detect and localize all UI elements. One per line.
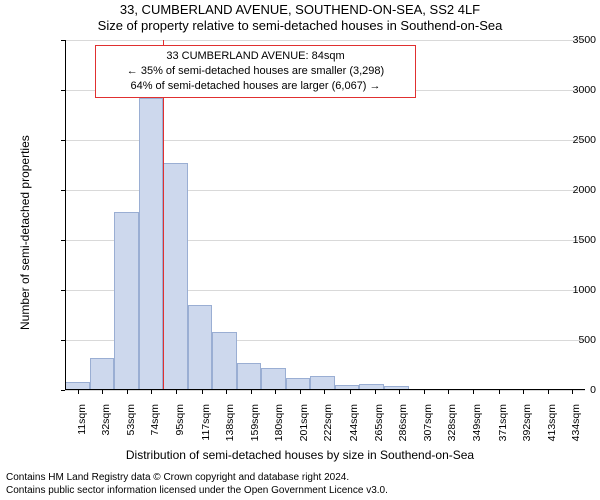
annotation-box: 33 CUMBERLAND AVENUE: 84sqm ← 35% of sem… [95,45,416,98]
x-tick-label: 413sqm [546,404,558,441]
x-tick-label: 244sqm [348,404,360,441]
x-tick-mark [151,390,152,394]
x-tick-mark [275,390,276,394]
title-block: 33, CUMBERLAND AVENUE, SOUTHEND-ON-SEA, … [0,2,600,33]
x-tick-label: 180sqm [273,404,285,441]
x-tick-mark [499,390,500,394]
y-tick-label: 2000 [537,184,596,196]
y-tick-label: 3500 [537,34,596,46]
x-axis-label: Distribution of semi-detached houses by … [0,448,600,462]
x-tick-label: 74sqm [149,404,161,436]
y-tick-label: 0 [537,384,596,396]
y-tick-mark [61,240,65,241]
x-tick-mark [226,390,227,394]
footer-line-1: Contains HM Land Registry data © Crown c… [6,471,388,484]
x-tick-label: 307sqm [422,404,434,441]
x-tick-label: 201sqm [298,404,310,441]
y-tick-mark [61,140,65,141]
y-tick-mark [61,90,65,91]
footer-text: Contains HM Land Registry data © Crown c… [6,471,388,497]
footer-line-2: Contains public sector information licen… [6,484,388,497]
histogram-bar [237,363,262,390]
y-tick-label: 2500 [537,134,596,146]
x-tick-mark [300,390,301,394]
x-tick-label: 286sqm [397,404,409,441]
x-tick-label: 434sqm [570,404,582,441]
histogram-bar [163,163,188,390]
x-tick-label: 117sqm [200,404,212,441]
y-tick-mark [61,290,65,291]
x-tick-label: 138sqm [224,404,236,441]
x-tick-mark [350,390,351,394]
x-tick-label: 349sqm [471,404,483,441]
annotation-line-3: 64% of semi-detached houses are larger (… [103,79,408,94]
x-tick-label: 95sqm [174,404,186,436]
figure: 33, CUMBERLAND AVENUE, SOUTHEND-ON-SEA, … [0,0,600,500]
x-tick-label: 371sqm [497,404,509,441]
y-tick-label: 1000 [537,284,596,296]
x-tick-label: 11sqm [76,404,88,435]
x-tick-mark [78,390,79,394]
x-tick-mark [473,390,474,394]
histogram-bar [114,212,139,390]
x-tick-label: 32sqm [100,404,112,436]
x-tick-mark [548,390,549,394]
x-tick-label: 159sqm [249,404,261,441]
x-tick-mark [324,390,325,394]
y-tick-label: 3000 [537,84,596,96]
y-tick-mark [61,40,65,41]
annotation-line-1: 33 CUMBERLAND AVENUE: 84sqm [103,49,408,64]
y-tick-label: 500 [537,334,596,346]
chart-title-main: 33, CUMBERLAND AVENUE, SOUTHEND-ON-SEA, … [0,2,600,17]
x-tick-mark [127,390,128,394]
annotation-line-2: ← 35% of semi-detached houses are smalle… [103,64,408,79]
y-tick-label: 1500 [537,234,596,246]
chart-title-sub: Size of property relative to semi-detach… [0,18,600,33]
x-tick-mark [572,390,573,394]
y-tick-mark [61,190,65,191]
histogram-bar [139,98,164,390]
y-tick-mark [61,390,65,391]
histogram-bar [188,305,213,390]
x-tick-mark [523,390,524,394]
x-tick-mark [399,390,400,394]
x-tick-label: 222sqm [322,404,334,441]
x-tick-mark [102,390,103,394]
grid-line [65,40,585,41]
x-tick-mark [251,390,252,394]
y-axis-label: Number of semi-detached properties [18,135,32,330]
x-tick-mark [448,390,449,394]
histogram-bar [90,358,115,390]
histogram-bar [310,376,335,390]
y-tick-mark [61,340,65,341]
histogram-bar [261,368,286,390]
x-tick-label: 53sqm [125,404,137,436]
y-axis-spine [65,40,66,390]
x-tick-mark [375,390,376,394]
x-tick-label: 328sqm [446,404,458,441]
x-tick-mark [202,390,203,394]
histogram-bar [212,332,237,390]
x-tick-label: 265sqm [373,404,385,441]
x-tick-mark [424,390,425,394]
x-tick-label: 392sqm [521,404,533,441]
x-tick-mark [176,390,177,394]
